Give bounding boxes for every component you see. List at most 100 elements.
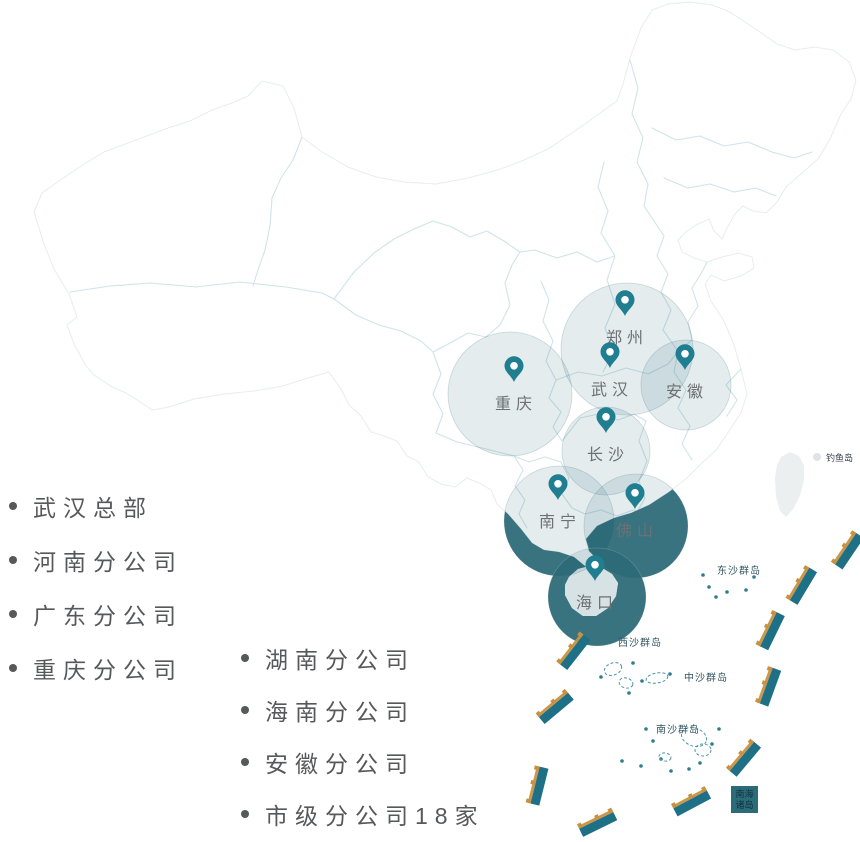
islet-reef-outline <box>680 726 708 748</box>
province-border <box>629 59 665 237</box>
legend-bottom-label: 安徽分公司 <box>265 751 415 777</box>
legend-left: 武汉总部河南分公司广东分公司重庆分公司 <box>9 492 183 683</box>
bullet-icon <box>241 654 249 662</box>
province-border <box>432 251 521 353</box>
province-border <box>597 161 616 257</box>
islet-dot <box>620 759 624 763</box>
islet-dot <box>717 727 721 731</box>
coverage-circle-sea <box>447 331 573 457</box>
taiwan-island <box>775 452 804 517</box>
map-pin-dot <box>602 413 610 421</box>
nine-dash-segment <box>725 738 762 777</box>
bullet-icon <box>241 810 249 818</box>
legend-left-item: 河南分公司 <box>9 546 183 575</box>
province-border <box>333 220 536 300</box>
islet-reef-outline <box>618 677 634 689</box>
nine-dash-segment <box>556 631 591 671</box>
map-pin-dot <box>681 350 689 358</box>
islet-reef-outline <box>645 672 669 684</box>
province-border <box>534 249 616 263</box>
sea-group-label: 西沙群岛 <box>618 636 662 649</box>
city-label: 郑州 <box>606 329 648 347</box>
nine-dash-line <box>525 530 860 837</box>
nine-dash-segment <box>576 807 618 837</box>
city-marker[interactable]: 佛山 <box>616 483 658 540</box>
islet-dot <box>627 691 631 695</box>
legend-left-label: 重庆分公司 <box>33 657 183 683</box>
inset-box-label-line1: 南海 <box>735 788 753 799</box>
city-label: 南宁 <box>539 513 581 531</box>
diaoyu-label: 钓鱼岛 <box>826 452 853 463</box>
islet-dot <box>640 679 644 683</box>
city-marker[interactable]: 郑州 <box>606 290 648 347</box>
sea-group-label: 东沙群岛 <box>717 564 761 577</box>
city-label: 武汉 <box>591 381 633 399</box>
province-border <box>432 351 444 434</box>
city-marker[interactable]: 海口 <box>576 555 618 612</box>
city-marker[interactable]: 长沙 <box>587 407 629 464</box>
map-pin-dot <box>606 348 614 356</box>
inset-box <box>731 786 758 813</box>
city-marker[interactable]: 武汉 <box>591 342 633 399</box>
islet-dot <box>668 672 672 676</box>
legend-left-label: 武汉总部 <box>33 495 153 521</box>
coverage-circle-sea <box>640 339 732 431</box>
islet-dot <box>714 595 718 599</box>
islet-dot <box>639 764 643 768</box>
islet-dot <box>698 761 702 765</box>
islet-dot <box>701 573 705 577</box>
bullet-icon <box>9 610 17 618</box>
islet-reef-outline <box>658 752 672 762</box>
nine-dash-segment <box>535 688 574 725</box>
map-pin-dot <box>621 296 629 304</box>
legend-left-item: 广东分公司 <box>9 600 183 629</box>
bullet-icon <box>9 502 17 510</box>
inset-box-label-line2: 诸岛 <box>735 799 753 810</box>
legend-left-item: 武汉总部 <box>9 492 183 521</box>
south-sea-islets <box>599 573 756 773</box>
legend-bottom-item: 市级分公司18家 <box>241 800 485 829</box>
legend-bottom: 湖南分公司海南分公司安徽分公司市级分公司18家 <box>241 644 485 829</box>
map-pin-dot <box>631 489 639 497</box>
nine-dash-segment <box>830 530 860 570</box>
nine-dash-segment <box>525 765 549 806</box>
legend-left-label: 河南分公司 <box>33 549 183 575</box>
legend-bottom-item: 安徽分公司 <box>241 748 485 777</box>
bullet-icon <box>9 556 17 564</box>
islet-dot <box>669 769 673 773</box>
nine-dash-segment <box>670 786 712 817</box>
city-label: 安徽 <box>666 383 708 401</box>
legend-bottom-label: 湖南分公司 <box>265 647 415 673</box>
bullet-icon <box>241 706 249 714</box>
map-pin-dot <box>591 561 599 569</box>
province-border <box>725 368 742 417</box>
city-label: 佛山 <box>616 522 658 540</box>
legend-bottom-label: 海南分公司 <box>265 699 415 725</box>
legend-left-item: 重庆分公司 <box>9 654 183 683</box>
city-marker[interactable]: 南宁 <box>539 474 581 531</box>
city-label: 长沙 <box>587 446 629 464</box>
islet-reef-outline <box>603 662 623 676</box>
legend-left-label: 广东分公司 <box>33 603 183 629</box>
province-border <box>663 177 777 197</box>
city-label: 海口 <box>576 594 618 612</box>
bullet-icon <box>241 758 249 766</box>
south-sea-inset-box: 南海 诸岛 <box>731 786 758 813</box>
nine-dash-segment <box>785 565 818 605</box>
coverage-circles-sea <box>447 282 732 647</box>
city-marker[interactable]: 安徽 <box>666 344 708 401</box>
sea-group-label: 南沙群岛 <box>656 723 700 736</box>
nine-dash-segment <box>755 666 782 707</box>
city-marker[interactable]: 重庆 <box>495 356 537 413</box>
province-border <box>333 298 434 353</box>
nine-dash-segment <box>755 609 785 651</box>
map-pin-dot <box>554 480 562 488</box>
islet-dot <box>752 575 756 579</box>
islet-dot <box>631 661 635 665</box>
diaoyu-island <box>813 453 821 461</box>
province-border <box>252 136 303 287</box>
